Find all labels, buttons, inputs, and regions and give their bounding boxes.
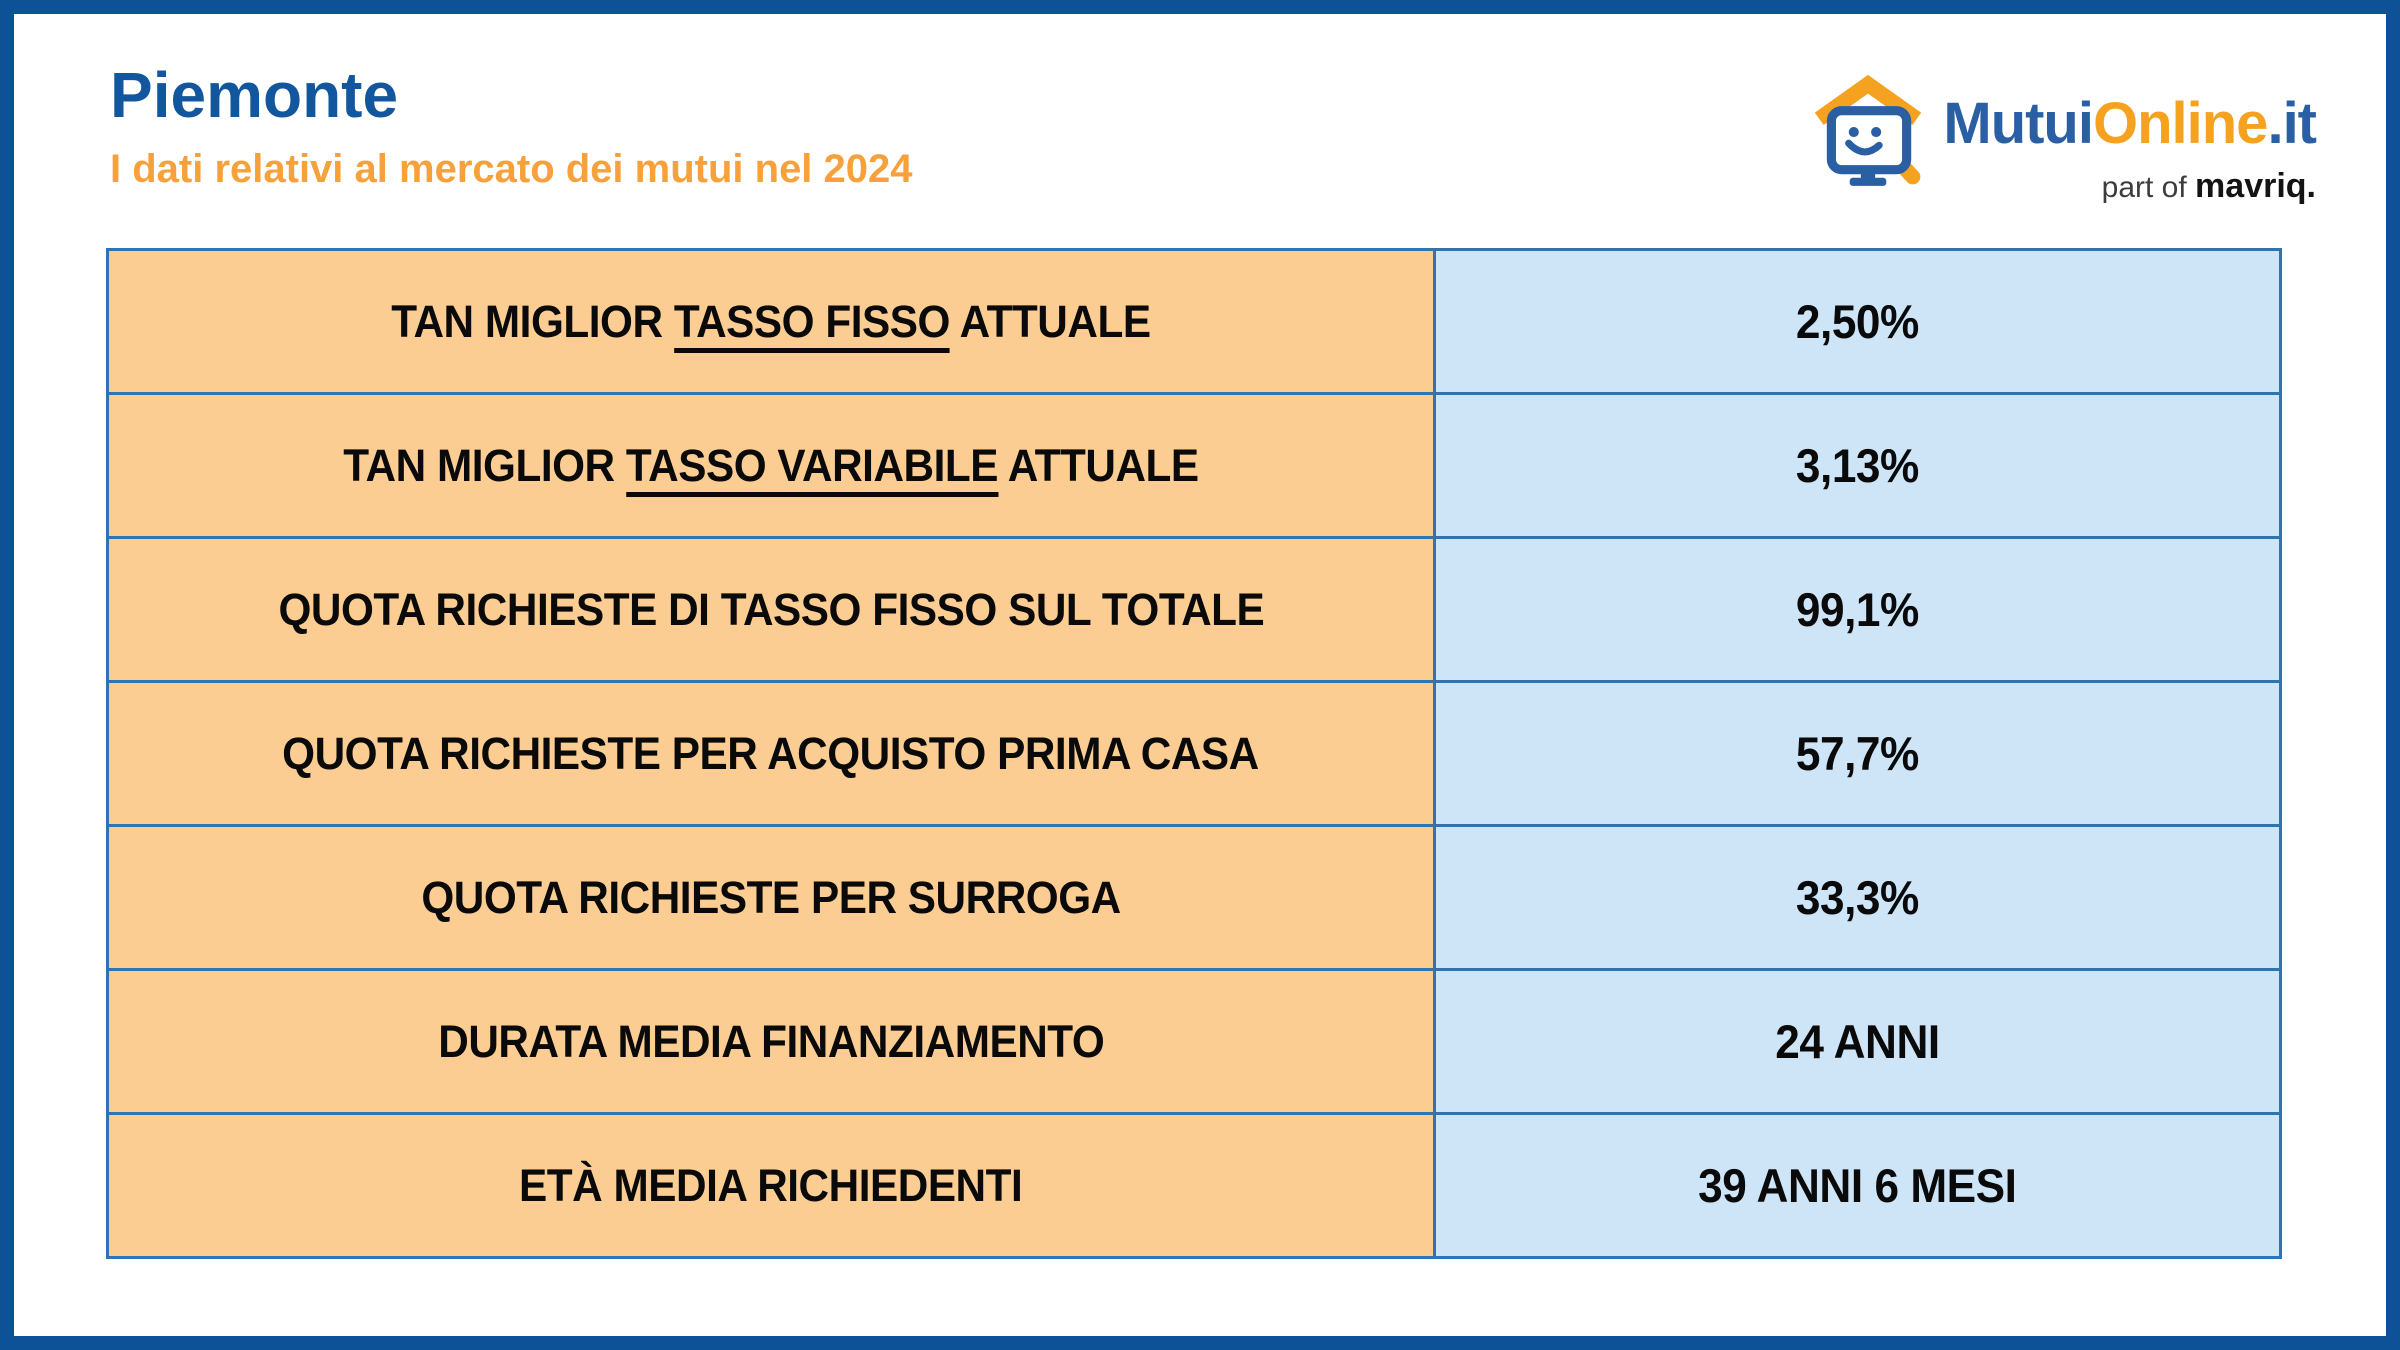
brand-wordmark-block: MutuiOnline.it part of mavriq. xyxy=(1943,90,2317,206)
tagline-prefix: part of xyxy=(2101,171,2196,204)
brand-tagline: part of mavriq. xyxy=(2102,167,2316,206)
metric-value: 24 ANNI xyxy=(1775,1015,1940,1068)
metric-label: TAN MIGLIOR TASSO VARIABILE ATTUALE xyxy=(343,439,1199,497)
metric-label: DURATA MEDIA FINANZIAMENTO xyxy=(437,1015,1105,1067)
table-row: QUOTA RICHIESTE PER ACQUISTO PRIMA CASA … xyxy=(106,680,2283,827)
metric-label: QUOTA RICHIESTE PER ACQUISTO PRIMA CASA xyxy=(282,727,1260,779)
metric-label-cell: DURATA MEDIA FINANZIAMENTO xyxy=(106,968,1436,1115)
metric-label-cell: ETÀ MEDIA RICHIEDENTI xyxy=(106,1112,1436,1259)
brand-it: .it xyxy=(2267,91,2317,156)
metric-value-cell: 33,3% xyxy=(1432,824,2283,971)
metric-value: 2,50% xyxy=(1795,295,1919,348)
metric-value-cell: 2,50% xyxy=(1432,248,2283,395)
metric-label: QUOTA RICHIESTE PER SURROGA xyxy=(421,871,1121,923)
table-row: QUOTA RICHIESTE DI TASSO FISSO SUL TOTAL… xyxy=(106,536,2283,683)
metric-label-cell: QUOTA RICHIESTE PER SURROGA xyxy=(106,824,1436,971)
metric-label-cell: QUOTA RICHIESTE DI TASSO FISSO SUL TOTAL… xyxy=(106,536,1436,683)
region-title: Piemonte xyxy=(110,59,399,131)
metric-label: TAN MIGLIOR TASSO FISSO ATTUALE xyxy=(391,295,1151,353)
metric-value: 39 ANNI 6 MESI xyxy=(1698,1159,2017,1212)
header: Piemonte I dati relativi al mercato dei … xyxy=(14,14,2386,206)
metric-value-cell: 3,13% xyxy=(1432,392,2283,539)
stats-table: TAN MIGLIOR TASSO FISSO ATTUALE 2,50% TA… xyxy=(106,248,2283,1259)
tagline-dot: . xyxy=(2306,167,2316,205)
table-row: ETÀ MEDIA RICHIEDENTI 39 ANNI 6 MESI xyxy=(106,1112,2283,1259)
metric-value: 33,3% xyxy=(1795,871,1919,924)
table-row: TAN MIGLIOR TASSO VARIABILE ATTUALE 3,13… xyxy=(106,392,2283,539)
metric-value-cell: 57,7% xyxy=(1432,680,2283,827)
metric-value-cell: 39 ANNI 6 MESI xyxy=(1432,1112,2283,1259)
house-monitor-icon xyxy=(1815,74,1922,186)
page-subtitle: I dati relativi al mercato dei mutui nel… xyxy=(110,147,913,192)
metric-label: QUOTA RICHIESTE DI TASSO FISSO SUL TOTAL… xyxy=(278,583,1264,635)
tagline-mavriq: mavriq xyxy=(2195,167,2307,205)
table-row: QUOTA RICHIESTE PER SURROGA 33,3% xyxy=(106,824,2283,971)
brand-wordmark: MutuiOnline.it xyxy=(1943,90,2317,157)
metric-value: 3,13% xyxy=(1795,439,1919,492)
brand-logo: MutuiOnline.it part of mavriq. xyxy=(1807,68,2317,206)
table-row: DURATA MEDIA FINANZIAMENTO 24 ANNI xyxy=(106,968,2283,1115)
metric-value-cell: 24 ANNI xyxy=(1432,968,2283,1115)
metric-label-cell: QUOTA RICHIESTE PER ACQUISTO PRIMA CASA xyxy=(106,680,1436,827)
brand-mutui: Mutui xyxy=(1943,91,2094,156)
metric-value: 99,1% xyxy=(1795,583,1919,636)
table-row: TAN MIGLIOR TASSO FISSO ATTUALE 2,50% xyxy=(106,248,2283,395)
metric-value-cell: 99,1% xyxy=(1432,536,2283,683)
underlined-term: TASSO FISSO xyxy=(673,295,950,353)
metric-label: ETÀ MEDIA RICHIEDENTI xyxy=(519,1159,1023,1211)
metric-value: 57,7% xyxy=(1795,727,1919,780)
metric-label-cell: TAN MIGLIOR TASSO FISSO ATTUALE xyxy=(106,248,1436,395)
title-block: Piemonte I dati relativi al mercato dei … xyxy=(110,59,913,192)
metric-label-cell: TAN MIGLIOR TASSO VARIABILE ATTUALE xyxy=(106,392,1436,539)
underlined-term: TASSO VARIABILE xyxy=(625,439,998,497)
brand-online: Online xyxy=(2092,91,2268,156)
